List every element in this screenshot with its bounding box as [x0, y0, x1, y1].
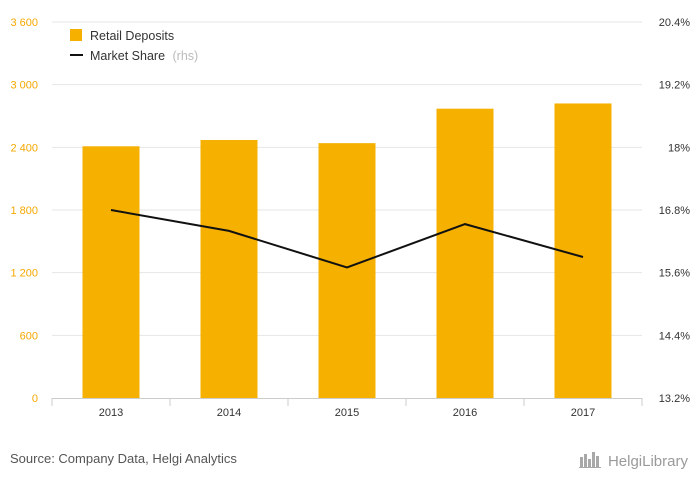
- left-tick-label: 0: [32, 393, 38, 405]
- right-tick-label: 16.8%: [659, 205, 690, 217]
- legend-swatch-retail-deposits: [70, 29, 82, 41]
- legend-market-share-note: (rhs): [173, 49, 199, 63]
- x-tick-label: 2017: [571, 407, 595, 419]
- brand-name: HelgiLibrary: [607, 452, 688, 470]
- axes: 2013 2014 2015 2016 2017 0 600 1 200 1 800 2 400 3…: [10, 17, 690, 419]
- left-tick-label: 1 800: [10, 205, 38, 217]
- right-tick-label: 18%: [668, 142, 690, 154]
- legend-label-market-share: Market Share (rhs): [90, 49, 198, 63]
- legend: Retail Deposits Market Share (rhs): [70, 29, 198, 63]
- source-note: Source: Company Data, Helgi Analytics: [10, 451, 237, 466]
- bar-2016: [436, 108, 494, 398]
- right-tick-label: 13.2%: [659, 393, 690, 405]
- bar-series: [82, 103, 612, 398]
- bar-2015: [318, 143, 376, 398]
- x-tick-label: 2013: [99, 407, 123, 419]
- left-tick-label: 600: [20, 330, 38, 342]
- right-tick-label: 15.6%: [659, 268, 690, 280]
- bar-2014: [200, 140, 258, 398]
- x-tick-label: 2014: [217, 407, 241, 419]
- legend-label-retail-deposits: Retail Deposits: [90, 29, 174, 43]
- x-tick-label: 2015: [335, 407, 359, 419]
- left-tick-label: 3 600: [10, 17, 38, 29]
- brand-logo: HelgiLibrary: [578, 450, 688, 472]
- line-series: [110, 209, 584, 269]
- legend-market-share-name: Market Share: [90, 49, 165, 63]
- left-tick-label: 3 000: [10, 80, 38, 92]
- right-tick-label: 19.2%: [659, 80, 690, 92]
- right-tick-label: 20.4%: [659, 17, 690, 29]
- right-tick-label: 14.4%: [659, 330, 690, 342]
- left-tick-label: 1 200: [10, 268, 38, 280]
- library-icon: [578, 450, 603, 472]
- x-tick-label: 2016: [453, 407, 477, 419]
- bar-2013: [82, 146, 140, 398]
- left-tick-label: 2 400: [10, 142, 38, 154]
